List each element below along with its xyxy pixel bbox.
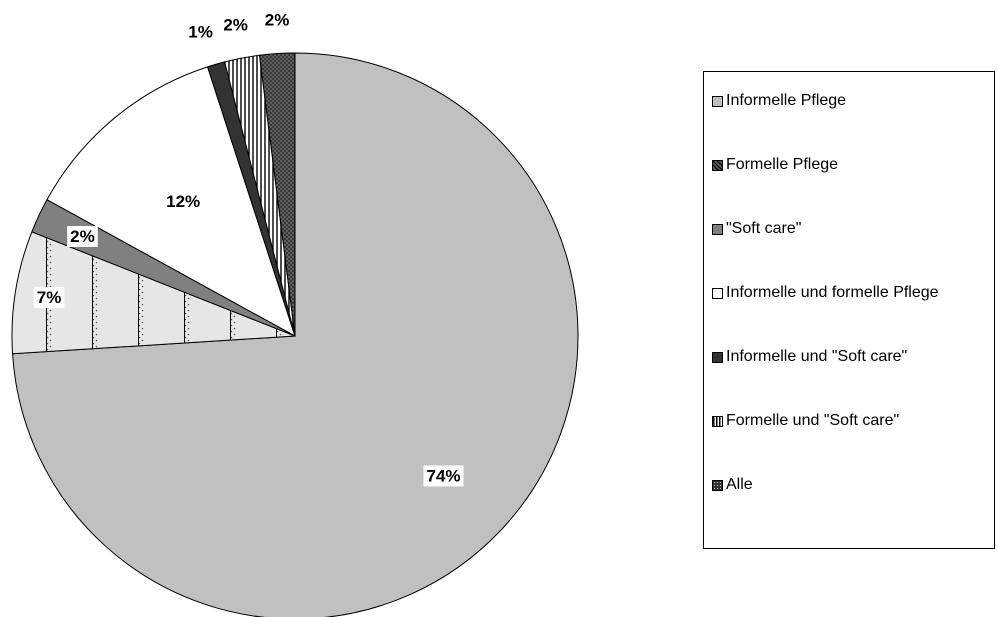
legend-label: Informelle Pflege — [726, 92, 847, 109]
legend-swatch-informelle-und-formelle-pflege — [712, 287, 723, 299]
data-label-formelle-und-soft-care: 2% — [223, 16, 248, 35]
data-label-bg — [33, 287, 65, 309]
legend-item-informelle-pflege: Informelle Pflege — [712, 92, 846, 110]
legend-label: Formelle und "Soft care" — [726, 412, 900, 429]
legend-label: Informelle und "Soft care" — [726, 348, 908, 365]
data-label-bg — [423, 465, 464, 487]
data-label-informelle-pflege: 74% — [427, 466, 461, 485]
data-label-bg — [163, 190, 204, 212]
legend-label: Formelle Pflege — [726, 156, 839, 173]
legend-swatch-soft-care — [712, 223, 723, 235]
legend-item-formelle-und-soft-care: Formelle und "Soft care" — [712, 412, 899, 430]
legend-item-informelle-und-formelle-pflege: Informelle und formelle Pflege — [712, 284, 939, 302]
data-label-soft-care: 2% — [70, 227, 95, 246]
legend-swatch-formelle-pflege — [712, 159, 723, 171]
data-label-bg — [67, 225, 98, 247]
data-label-alle: 2% — [265, 11, 290, 30]
legend-item-alle: Alle — [712, 476, 753, 494]
legend-swatch-formelle-und-soft-care — [712, 415, 723, 427]
pie-slice-formelle-pflege — [11, 231, 296, 355]
legend-label: "Soft care" — [726, 220, 802, 237]
legend-label: Alle — [726, 476, 753, 493]
legend-swatch-informelle-pflege — [712, 95, 723, 107]
legend-swatch-alle — [712, 479, 723, 491]
legend: Informelle Pflege Formelle Pflege "Soft … — [703, 71, 995, 549]
legend-item-formelle-pflege: Formelle Pflege — [712, 156, 838, 174]
data-label-informelle-und-formelle-pflege: 12% — [166, 192, 200, 211]
data-label-informelle-und-soft-care: 1% — [188, 23, 213, 42]
legend-label: Informelle und formelle Pflege — [726, 284, 939, 301]
legend-item-informelle-und-soft-care: Informelle und "Soft care" — [712, 348, 907, 366]
legend-item-soft-care: "Soft care" — [712, 220, 801, 238]
pie-slice-alle — [258, 52, 296, 337]
legend-swatch-informelle-und-soft-care — [712, 351, 723, 363]
data-label-formelle-pflege: 7% — [37, 288, 62, 307]
